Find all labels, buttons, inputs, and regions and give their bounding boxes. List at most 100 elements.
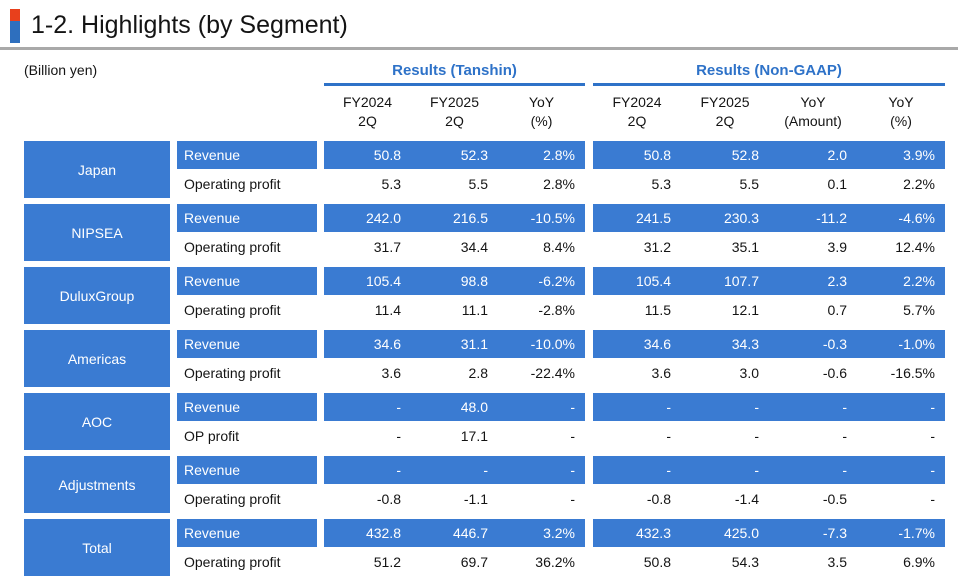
data-cell-nongaap: 3.0 <box>739 364 759 381</box>
data-cell-nongaap: 3.9% <box>857 141 945 169</box>
segment-group: Japan Revenue 50.8 52.3 2.8% 50.8 52.8 2.0 3.9% O… <box>24 141 945 198</box>
column-header-line2: 2Q <box>627 113 647 129</box>
column-header: YoY (Amount) <box>769 86 857 135</box>
data-cell-nongaap: - <box>930 427 935 444</box>
data-cell-nongaap: -0.6 <box>822 364 847 381</box>
data-cell-nongaap: 11.5 <box>644 301 671 318</box>
data-cell-nongaap: 0.7 <box>827 301 847 318</box>
data-cell-nongaap: 2.3 <box>769 267 857 295</box>
data-cell-nongaap: 3.6 <box>651 364 671 381</box>
column-header-line1: FY2025 <box>700 94 750 110</box>
data-cell-nongaap: -1.0% <box>857 330 945 358</box>
segment-name: DuluxGroup <box>24 267 170 324</box>
column-header-line2: (%) <box>530 113 553 129</box>
data-cell-tanshin: 2.8 <box>468 364 488 381</box>
data-cell-nongaap: -0.5 <box>822 490 847 507</box>
group-header-nongaap: Results (Non-GAAP) <box>593 62 945 86</box>
data-cell-nongaap: - <box>681 456 769 484</box>
column-header: FY2025 2Q <box>411 86 498 135</box>
data-cell-nongaap: 12.1 <box>731 301 759 318</box>
column-header-line2: (Amount) <box>784 113 842 129</box>
row-label: Operating profit <box>184 553 281 570</box>
data-cell-tanshin: 34.6 <box>324 330 411 358</box>
column-header: FY2024 2Q <box>593 86 681 135</box>
data-cell-nongaap: 2.2% <box>857 267 945 295</box>
data-cell-nongaap: 34.3 <box>681 330 769 358</box>
data-cell-nongaap: -4.6% <box>857 204 945 232</box>
data-cell-tanshin: 17.1 <box>460 427 488 444</box>
row-label: Operating profit <box>184 364 281 381</box>
data-cell-tanshin: 5.5 <box>468 175 488 192</box>
title-divider <box>0 47 958 50</box>
data-cell-nongaap: 31.2 <box>643 238 671 255</box>
data-cell-tanshin: -6.2% <box>498 267 585 295</box>
column-header-line2: 2Q <box>715 113 735 129</box>
row-label: Revenue <box>177 141 317 169</box>
data-cell-nongaap: 432.3 <box>593 519 681 547</box>
data-cell-nongaap: 2.0 <box>769 141 857 169</box>
data-cell-tanshin: 446.7 <box>411 519 498 547</box>
title-accent-red <box>10 8 20 21</box>
row-label: Revenue <box>177 204 317 232</box>
data-cell-nongaap: 2.2% <box>903 175 935 192</box>
data-cell-tanshin: 48.0 <box>411 393 498 421</box>
data-cell-tanshin: -10.5% <box>498 204 585 232</box>
column-header-line2: (%) <box>890 113 912 129</box>
row-label: Revenue <box>177 456 317 484</box>
data-cell-nongaap: -16.5% <box>890 364 935 381</box>
row-label: Revenue <box>177 330 317 358</box>
data-cell-nongaap: - <box>769 456 857 484</box>
data-cell-tanshin: -0.8 <box>376 490 401 507</box>
data-cell-tanshin: 51.2 <box>373 553 401 570</box>
data-cell-tanshin: 216.5 <box>411 204 498 232</box>
data-cell-nongaap: - <box>842 427 847 444</box>
data-cell-nongaap: 105.4 <box>593 267 681 295</box>
row-label: Revenue <box>177 519 317 547</box>
row-label: OP profit <box>184 427 239 444</box>
data-cell-tanshin: -2.8% <box>538 301 575 318</box>
data-cell-tanshin: 5.3 <box>381 175 401 192</box>
title-accent-blue <box>10 20 20 43</box>
data-cell-nongaap: 230.3 <box>681 204 769 232</box>
segment-group: AOC Revenue -48.0- - - - - OP profit -17.1- - - - - <box>24 393 945 450</box>
data-cell-tanshin: 36.2% <box>535 553 575 570</box>
data-cell-nongaap: -7.3 <box>769 519 857 547</box>
data-cell-nongaap: - <box>681 393 769 421</box>
data-cell-nongaap: 3.5 <box>827 553 847 570</box>
data-cell-nongaap: 54.3 <box>731 553 759 570</box>
segment-name: AOC <box>24 393 170 450</box>
column-header-line1: FY2024 <box>612 94 662 110</box>
data-cell-nongaap: - <box>930 490 935 507</box>
data-cell-nongaap: 3.9 <box>827 238 847 255</box>
data-cell-tanshin: 31.1 <box>411 330 498 358</box>
data-cell-nongaap: - <box>857 456 945 484</box>
data-cell-tanshin: 98.8 <box>411 267 498 295</box>
row-label: Operating profit <box>184 490 281 507</box>
data-cell-nongaap: - <box>593 393 681 421</box>
data-cell-nongaap: 50.8 <box>593 141 681 169</box>
data-cell-nongaap: - <box>593 456 681 484</box>
column-header-line1: YoY <box>800 94 826 110</box>
segment-group: Americas Revenue 34.6 31.1 -10.0% 34.6 34.3 -0.… <box>24 330 945 387</box>
row-label: Operating profit <box>184 175 281 192</box>
row-label: Revenue <box>177 267 317 295</box>
data-cell-nongaap: 5.5 <box>739 175 759 192</box>
column-header: FY2024 2Q <box>324 86 411 135</box>
column-header: FY2025 2Q <box>681 86 769 135</box>
column-header: YoY (%) <box>498 86 585 135</box>
data-cell-tanshin: 34.4 <box>460 238 488 255</box>
segment-name: Americas <box>24 330 170 387</box>
title-row: 1-2. Highlights (by Segment) <box>0 0 958 44</box>
segment-group: DuluxGroup Revenue 105.4 98.8 -6.2% 105.4 107.… <box>24 267 945 324</box>
data-cell-tanshin: - <box>396 427 401 444</box>
data-cell-nongaap: 5.3 <box>651 175 671 192</box>
data-cell-nongaap: -1.7% <box>857 519 945 547</box>
data-cell-nongaap: - <box>857 393 945 421</box>
data-cell-tanshin: -22.4% <box>530 364 575 381</box>
data-cell-tanshin: 2.8% <box>498 141 585 169</box>
data-cell-nongaap: 241.5 <box>593 204 681 232</box>
data-cell-nongaap: -11.2 <box>769 204 857 232</box>
data-cell-nongaap: 6.9% <box>903 553 935 570</box>
column-header-line1: FY2025 <box>429 94 480 110</box>
data-cell-tanshin: - <box>498 456 585 484</box>
